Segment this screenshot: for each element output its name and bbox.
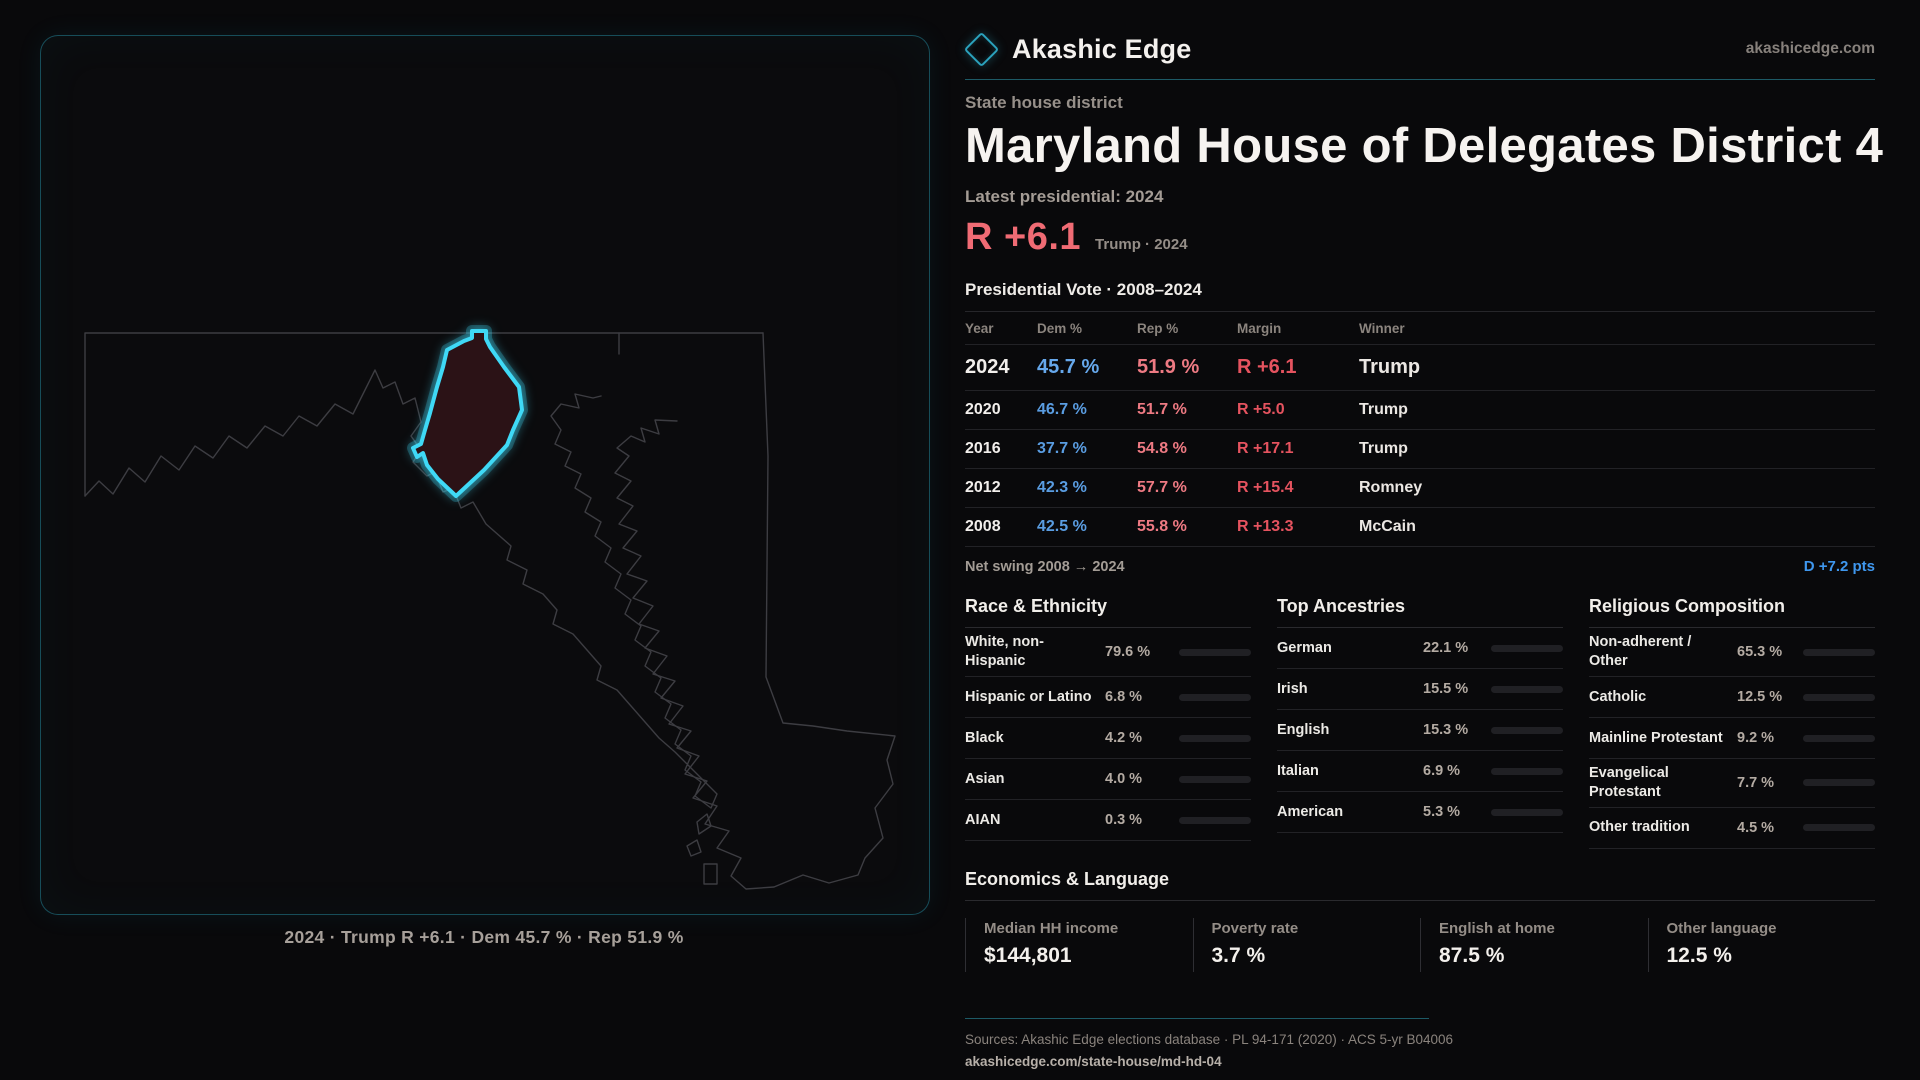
mini-bar: [1803, 824, 1875, 832]
mini-bar: [1491, 767, 1563, 775]
mini-bar: [1491, 644, 1563, 652]
mini-bar: [1179, 693, 1251, 701]
demo-row: English 15.3 %: [1277, 710, 1563, 752]
stat-block: Poverty rate 3.7 %: [1192, 917, 1421, 972]
table-row: 2012 42.3 % 57.7 % R +15.4 Romney: [965, 468, 1875, 507]
demo-row: White, non-Hispanic 79.6 %: [965, 628, 1251, 678]
vote-table-title: Presidential Vote · 2008–2024: [965, 280, 1202, 300]
table-row: 2016 37.7 % 54.8 % R +17.1 Trump: [965, 429, 1875, 468]
report-column: Akashic Edge akashicedge.com State house…: [963, 0, 1884, 1069]
table-row: 2020 46.7 % 51.7 % R +5.0 Trump: [965, 390, 1875, 429]
map-caption: 2024 · Trump R +6.1 · Dem 45.7 % · Rep 5…: [284, 927, 684, 947]
maryland-outline-east-shore: [614, 332, 896, 890]
bay-island: [703, 863, 718, 885]
col-header-dem: Dem %: [1037, 321, 1083, 337]
col-header-year: Year: [965, 321, 994, 337]
economics-language-section: Economics & Language Median HH income $1…: [965, 869, 1875, 972]
sources-text: Sources: Akashic Edge elections database…: [965, 1031, 1454, 1047]
col-header-winner: Winner: [1359, 321, 1405, 337]
brand-domain-link[interactable]: akashicedge.com: [1745, 40, 1875, 57]
mini-bar: [1179, 734, 1251, 742]
mini-bar: [1179, 816, 1251, 824]
mini-bar: [1803, 693, 1875, 701]
race-ethnicity-section: Race & Ethnicity White, non-Hispanic 79.…: [965, 586, 1251, 848]
hero-margin-row: R +6.1 Trump · 2024: [965, 216, 1875, 259]
maryland-map: [84, 325, 896, 890]
table-row: 2008 42.5 % 55.8 % R +13.3 McCain: [965, 507, 1875, 546]
brand-header: Akashic Edge akashicedge.com: [963, 30, 1875, 68]
footer-divider: [965, 1017, 1429, 1019]
hero-margin-context: Trump · 2024: [1095, 236, 1188, 254]
permalink-slug[interactable]: akashicedge.com/state-house/md-hd-04: [965, 1053, 1222, 1069]
mini-bar: [1803, 734, 1875, 742]
mini-bar: [1803, 648, 1875, 656]
col-header-margin: Margin: [1237, 321, 1282, 337]
demo-row: Italian 6.9 %: [1277, 751, 1563, 793]
demo-row: Mainline Protestant 9.2 %: [1589, 718, 1875, 760]
stat-block: English at home 87.5 %: [1420, 917, 1648, 972]
demo-row: Other tradition 4.5 %: [1589, 808, 1875, 849]
col-header-rep: Rep %: [1137, 321, 1179, 337]
section-title: Race & Ethnicity: [965, 596, 1251, 629]
demo-row: Irish 15.5 %: [1277, 669, 1563, 711]
demo-row: Asian 4.0 %: [965, 759, 1251, 801]
section-title: Economics & Language: [965, 869, 1875, 901]
demo-row: American 5.3 %: [1277, 792, 1563, 834]
stat-block: Other language 12.5 %: [1647, 917, 1876, 972]
mini-bar: [1803, 779, 1875, 787]
latest-presidential-label: Latest presidential: 2024: [965, 187, 1164, 207]
demo-row: Hispanic or Latino 6.8 %: [965, 677, 1251, 719]
district-map-panel: [40, 35, 930, 915]
maryland-outline-potomac-bay: [84, 369, 718, 809]
district-shape: [411, 329, 524, 498]
net-swing-label: Net swing 2008 → 2024: [965, 558, 1125, 575]
demo-row: Black 4.2 %: [965, 718, 1251, 760]
mini-bar: [1179, 775, 1251, 783]
stat-block: Median HH income $144,801: [965, 917, 1193, 972]
bay-island: [696, 813, 712, 835]
demo-row: Non-adherent / Other 65.3 %: [1589, 628, 1875, 678]
demo-row: Catholic 12.5 %: [1589, 677, 1875, 719]
section-title: Religious Composition: [1589, 596, 1875, 629]
table-header-row: Year Dem % Rep % Margin Winner: [965, 311, 1875, 344]
mini-bar: [1491, 685, 1563, 693]
table-row: 2024 45.7 % 51.9 % R +6.1 Trump: [965, 344, 1875, 390]
demo-row: Evangelical Protestant 7.7 %: [1589, 759, 1875, 808]
demographics-grid: Race & Ethnicity White, non-Hispanic 79.…: [965, 586, 1875, 849]
religious-composition-section: Religious Composition Non-adherent / Oth…: [1589, 586, 1875, 849]
header-divider: [965, 79, 1875, 80]
net-swing-row: Net swing 2008 → 2024 D +7.2 pts: [965, 547, 1875, 584]
page-title: Maryland House of Delegates District 4: [965, 119, 1884, 173]
brand-name: Akashic Edge: [1012, 33, 1192, 64]
presidential-vote-table: Year Dem % Rep % Margin Winner 2024 45.7…: [965, 311, 1875, 584]
maryland-outline-north-west: [84, 332, 764, 497]
diamond-logo-icon: [963, 31, 1000, 67]
mini-bar: [1491, 808, 1563, 816]
bay-island: [686, 839, 702, 857]
demo-row: German 22.1 %: [1277, 628, 1563, 670]
top-ancestries-section: Top Ancestries German 22.1 % Irish 15.5 …: [1277, 586, 1563, 848]
mini-bar: [1179, 648, 1251, 656]
demo-row: AIAN 0.3 %: [965, 800, 1251, 842]
mini-bar: [1491, 726, 1563, 734]
section-title: Top Ancestries: [1277, 596, 1563, 629]
economics-stats: Median HH income $144,801 Poverty rate 3…: [965, 917, 1876, 972]
hero-margin-value: R +6.1: [965, 216, 1082, 259]
kicker: State house district: [965, 93, 1123, 112]
net-swing-value: D +7.2 pts: [1803, 558, 1875, 576]
